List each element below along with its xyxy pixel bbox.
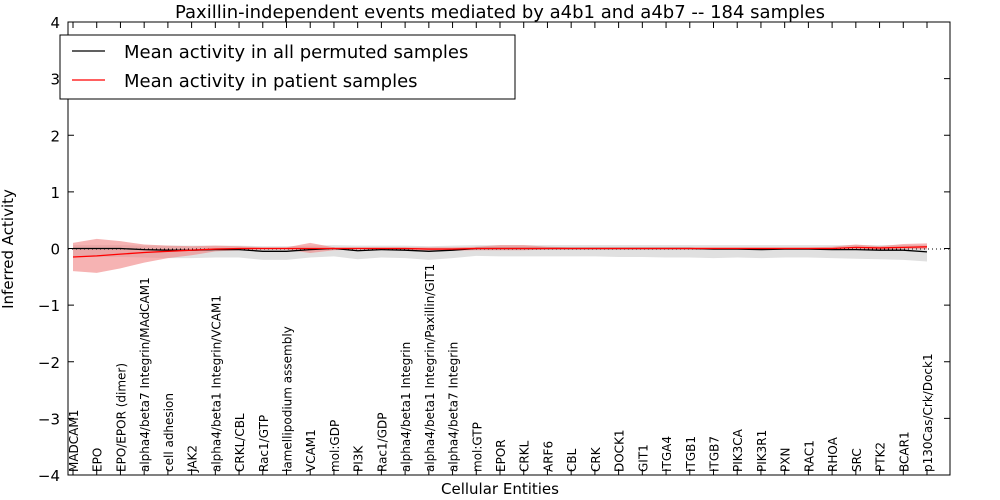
x-tick-label: mol:GDP [328, 420, 342, 472]
x-tick-label: ITGB1 [684, 436, 698, 472]
y-tick-label: −3 [38, 410, 60, 428]
x-tick-label: alpha4/beta1 Integrin/Paxillin/GIT1 [423, 264, 437, 472]
x-tick-label: Rac1/GDP [375, 413, 389, 472]
x-tick-label: RHOA [826, 436, 840, 472]
x-tick-label: EPO/EPOR (dimer) [114, 363, 128, 472]
line-patient [72, 246, 928, 258]
x-tick-label: CBL [565, 448, 579, 472]
band-patient [73, 238, 927, 273]
x-tick-label: alpha4/beta1 Integrin/VCAM1 [209, 295, 223, 472]
x-tick-label: BCAR1 [897, 431, 911, 472]
x-tick-label: alpha4/beta1 Integrin [399, 342, 413, 472]
x-tick-label: DOCK1 [613, 429, 627, 472]
x-tick-label: ARF6 [541, 441, 555, 472]
x-tick-label: PIK3R1 [755, 430, 769, 472]
x-tick-label: mol:GTP [470, 422, 484, 472]
x-tick-label: ITGA4 [660, 436, 674, 472]
x-tick-label: SRC [850, 448, 864, 472]
x-tick-label: lamellipodium assembly [281, 326, 295, 472]
x-tick-label: CRK [589, 446, 603, 472]
x-tick-label: ITGB7 [708, 436, 722, 472]
y-tick-label: 1 [50, 184, 60, 202]
x-tick-label: EPO [91, 448, 105, 472]
legend-label-permuted: Mean activity in all permuted samples [124, 42, 468, 63]
x-tick-label: VCAM1 [304, 429, 318, 472]
x-tick-label: CRKL/CBL [233, 413, 247, 472]
legend-label-patient: Mean activity in patient samples [124, 71, 418, 92]
y-tick-label: −1 [38, 297, 60, 315]
x-tick-label: alpha4/beta7 Integrin/MAdCAM1 [138, 277, 152, 472]
x-tick-label: EPOR [494, 439, 508, 472]
y-tick-label: 4 [50, 14, 60, 32]
x-tick-label: PXN [779, 448, 793, 472]
x-tick-label: GIT1 [636, 444, 650, 472]
y-tick-label: 0 [50, 241, 60, 259]
y-axis-label: Inferred Activity [0, 189, 17, 309]
x-tick-label: alpha4/beta7 Integrin [447, 342, 461, 472]
x-tick-label: PI3K [352, 445, 366, 472]
x-tick-label: MADCAM1 [67, 410, 81, 472]
x-axis-label: Cellular Entities [441, 480, 559, 498]
x-tick-label: RAC1 [802, 440, 816, 472]
x-tick-label: CRKL [518, 440, 532, 472]
y-tick-label: 3 [50, 71, 60, 89]
chart-title: Paxillin-independent events mediated by … [175, 2, 825, 23]
x-tick-label: JAK2 [186, 445, 200, 473]
x-tick-label: Rac1/GTP [257, 415, 271, 472]
y-tick-label: 2 [50, 127, 60, 145]
x-tick-label: PIK3CA [731, 428, 745, 472]
x-tick-label: cell adhesion [162, 393, 176, 472]
y-tick-label: −4 [38, 467, 60, 485]
x-tick-label: p130Cas/Crk/Dock1 [921, 353, 935, 472]
x-tick-label: PTK2 [874, 442, 888, 472]
y-tick-label: −2 [38, 354, 60, 372]
legend: Mean activity in all permuted samples Me… [59, 34, 516, 100]
